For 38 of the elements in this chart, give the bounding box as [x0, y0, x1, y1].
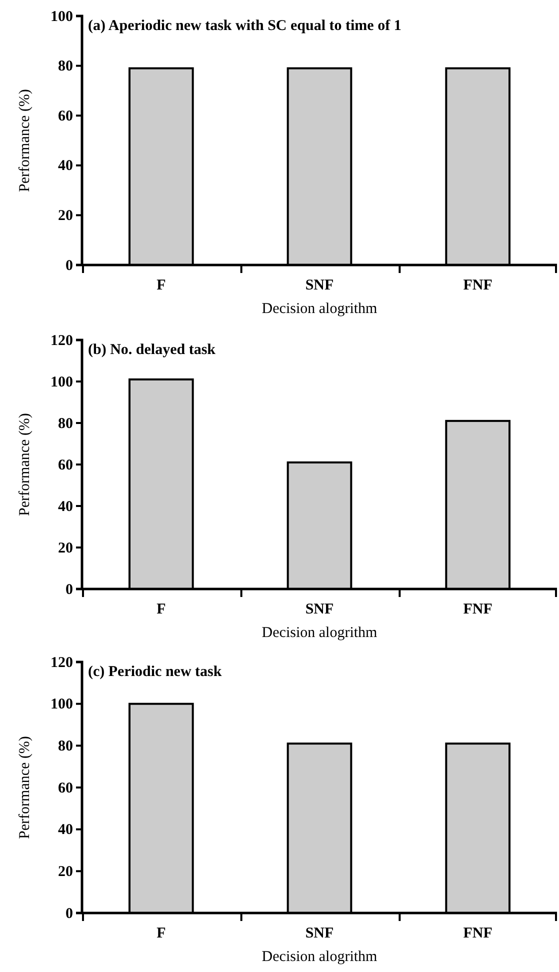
- x-tick-label: SNF: [305, 926, 334, 942]
- y-tick-label: 100: [50, 374, 73, 390]
- x-tick-label: FNF: [463, 278, 492, 294]
- x-tick-label: SNF: [305, 278, 334, 294]
- y-tick-label: 20: [58, 540, 73, 556]
- y-axis-title: Performance (%): [17, 89, 33, 192]
- y-tick-label: 60: [58, 457, 73, 474]
- y-tick-label: 100: [50, 696, 73, 713]
- x-tick-label: F: [156, 602, 166, 618]
- y-tick-label: 60: [58, 780, 73, 796]
- y-tick-label: 100: [50, 8, 73, 25]
- chart-title: (a) Aperiodic new task with SC equal to time of 1: [88, 18, 402, 34]
- x-tick-label: SNF: [305, 602, 334, 618]
- y-tick-label: 0: [66, 582, 73, 598]
- x-tick-label: FNF: [463, 926, 492, 942]
- y-tick-label: 20: [58, 208, 73, 224]
- chart-title: (c) Periodic new task: [88, 664, 222, 680]
- y-tick-label: 120: [50, 654, 73, 671]
- y-axis-title: Performance (%): [17, 413, 33, 516]
- x-tick-label: F: [156, 278, 166, 294]
- x-tick-label: F: [156, 926, 166, 942]
- y-tick-label: 40: [58, 498, 73, 515]
- y-tick-label: 80: [58, 58, 73, 75]
- chart-title: (b) No. delayed task: [88, 342, 216, 358]
- y-tick-label: 80: [58, 738, 73, 754]
- x-axis-title: Decision alogrithm: [262, 949, 378, 965]
- x-tick-label: FNF: [463, 602, 492, 618]
- y-tick-label: 40: [58, 158, 73, 174]
- y-tick-label: 120: [50, 332, 73, 349]
- y-tick-label: 0: [66, 258, 73, 274]
- y-tick-label: 40: [58, 822, 73, 838]
- y-tick-label: 0: [66, 906, 73, 922]
- y-tick-label: 80: [58, 416, 73, 432]
- y-axis-title: Performance (%): [17, 736, 33, 839]
- y-tick-label: 20: [58, 864, 73, 880]
- x-axis-title: Decision alogrithm: [262, 301, 378, 317]
- y-tick-label: 60: [58, 108, 73, 124]
- x-axis-title: Decision alogrithm: [262, 625, 378, 641]
